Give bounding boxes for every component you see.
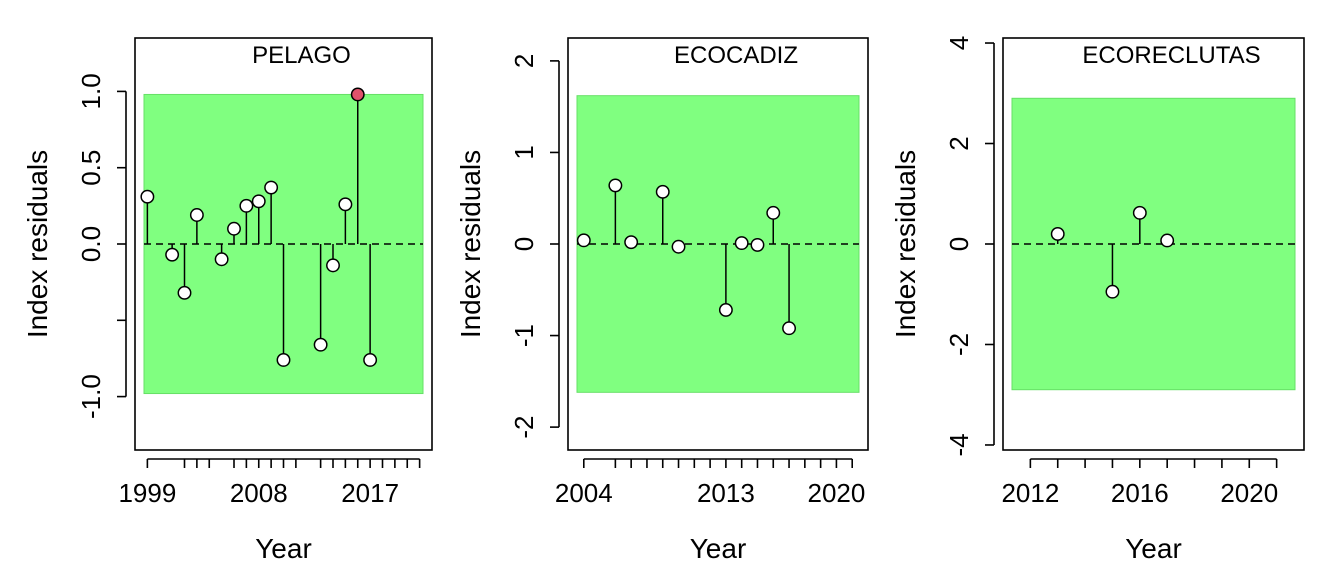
residual-point: [655, 184, 670, 199]
residual-point: [251, 194, 266, 209]
residual-point: [239, 198, 254, 213]
confidence-band: [1011, 97, 1296, 391]
y-tick-label: -1.0: [76, 374, 106, 419]
residual-point: [1132, 205, 1147, 220]
panel-title: PELAGO: [252, 42, 351, 69]
residual-point: [177, 285, 192, 300]
x-tick-label: 2017: [341, 478, 399, 508]
residual-point: [624, 235, 639, 250]
panel-title: ECOCADIZ: [674, 42, 798, 69]
residual-point: [1050, 227, 1065, 241]
residual-point: [766, 205, 781, 220]
plot-frame: [134, 37, 433, 451]
residual-point: [750, 237, 765, 252]
residual-point: [608, 178, 623, 193]
y-tick-label: 2: [509, 54, 539, 68]
y-tick-label: 0: [509, 237, 539, 251]
y-tick-label: 4: [944, 36, 974, 50]
y-tick-label: 0.0: [76, 226, 106, 262]
y-axis-title: Index residuals: [455, 150, 486, 338]
residual-point: [165, 247, 180, 262]
y-axis-title: Index residuals: [890, 150, 921, 338]
panel-title: ECORECLUTAS: [1082, 42, 1260, 69]
residual-point: [189, 208, 204, 222]
x-tick-label: 2020: [807, 478, 865, 508]
residual-point: [140, 189, 155, 204]
residual-point: [313, 337, 328, 352]
x-axis-title: Year: [255, 533, 312, 564]
residual-point: [718, 302, 733, 317]
residual-point: [363, 353, 378, 367]
residual-point: [1160, 233, 1175, 248]
residual-point: [227, 221, 241, 236]
plot-frame: [1002, 37, 1305, 451]
x-tick-label: 1999: [118, 478, 176, 508]
y-tick-label: 2: [944, 136, 974, 150]
residual-point: [782, 321, 797, 336]
x-tick-label: 2008: [230, 478, 288, 508]
residual-point: [576, 233, 591, 248]
residual-point: [734, 236, 749, 251]
x-axis-title: Year: [1125, 533, 1182, 564]
y-axis-title: Index residuals: [22, 150, 53, 338]
x-axis-title: Year: [690, 533, 747, 564]
y-tick-label: -4: [944, 433, 974, 456]
y-tick-label: 0.5: [76, 150, 106, 186]
x-tick-label: 2013: [697, 478, 755, 508]
residual-point: [350, 87, 365, 102]
y-tick-label: -2: [944, 333, 974, 356]
panel-3: 2012 2016 2020 -4 -2 0 2 4 Year Index residuals EC…: [890, 36, 1305, 564]
y-tick-label: 0: [944, 237, 974, 251]
panel-2: 2004 2013 2020 -2 -1 0 1 2 Year Index residuals EC…: [455, 37, 869, 564]
panel-1: 1999 2008 2017 -1.0 0.0 0.5 1.0 Year Index resid…: [22, 37, 433, 564]
x-tick-label: 2020: [1220, 478, 1278, 508]
residual-point: [1105, 284, 1120, 299]
y-tick-label: -1: [509, 324, 539, 347]
x-tick-label: 2016: [1111, 478, 1169, 508]
y-tick-label: 1: [509, 145, 539, 159]
residual-point: [276, 353, 291, 367]
residual-point: [671, 239, 686, 254]
y-tick-label: 1.0: [76, 73, 106, 109]
residual-point: [264, 180, 279, 195]
residual-point: [338, 197, 353, 212]
plot-frame: [567, 37, 869, 451]
residual-point: [326, 258, 340, 273]
residual-point: [214, 252, 229, 267]
y-tick-label: -2: [509, 416, 539, 439]
x-tick-label: 2012: [1001, 478, 1059, 508]
x-tick-label: 2004: [555, 478, 613, 508]
